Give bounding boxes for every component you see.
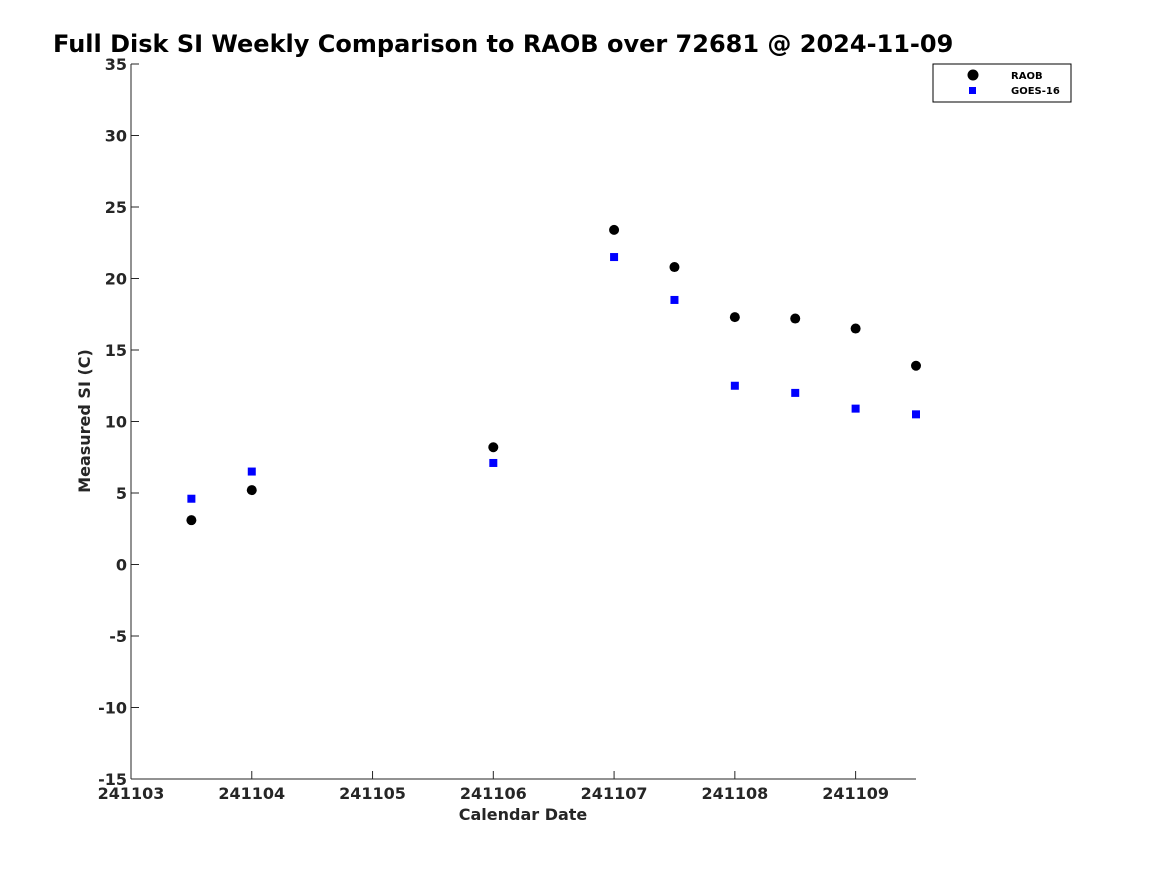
data-point-goes16 [610, 253, 619, 262]
data-point-raob [186, 515, 197, 526]
chart-title: Full Disk SI Weekly Comparison to RAOB o… [53, 30, 953, 58]
legend-label-goes16: GOES-16 [1011, 86, 1060, 97]
x-tick-label: 241108 [701, 784, 768, 803]
x-axis-ticks: 241103 241104 241105 241106 241107 241108 2411… [98, 771, 889, 803]
x-tick-label: 241104 [218, 784, 285, 803]
y-tick-label: 10 [105, 413, 127, 432]
x-tick-label: 241107 [581, 784, 648, 803]
y-tick-label: 5 [116, 484, 127, 503]
data-point-goes16 [187, 494, 196, 503]
data-point-raob [669, 262, 680, 273]
data-point-goes16 [912, 410, 920, 419]
y-tick-label: -5 [109, 627, 127, 646]
x-axis-label: Calendar Date [459, 805, 588, 824]
x-tick-label: 241106 [460, 784, 527, 803]
y-axis-label: Measured SI (C) [75, 349, 94, 493]
data-point-raob [488, 442, 499, 453]
y-tick-label: 20 [105, 270, 127, 289]
y-axis-ticks: 35 30 25 20 15 10 5 0 -5 -10 -15 [98, 55, 139, 789]
data-point-raob [850, 323, 861, 334]
y-tick-label: -15 [98, 770, 127, 789]
y-tick-label: 25 [105, 198, 127, 217]
data-point-raob [729, 312, 740, 323]
data-point-raob [246, 485, 257, 496]
data-point-goes16 [730, 381, 739, 390]
y-tick-label: 15 [105, 341, 127, 360]
y-tick-label: 35 [105, 55, 127, 74]
y-tick-label: -10 [98, 699, 127, 718]
legend-label-raob: RAOB [1011, 71, 1043, 82]
plot-area [131, 64, 916, 779]
data-point-raob [790, 313, 801, 324]
x-tick-label: 241105 [339, 784, 406, 803]
legend: RAOB GOES-16 [932, 63, 1072, 103]
data-point-goes16 [247, 467, 256, 476]
y-tick-label: 0 [116, 556, 127, 575]
x-tick-label: 241109 [822, 784, 889, 803]
data-point-goes16 [670, 295, 679, 304]
data-markers [186, 224, 921, 526]
data-point-goes16 [489, 458, 498, 467]
data-point-goes16 [851, 404, 860, 413]
legend-marker-goes16 [969, 87, 976, 94]
data-point-raob [911, 360, 921, 371]
legend-marker-raob [967, 69, 979, 81]
data-point-goes16 [791, 388, 800, 397]
y-tick-label: 30 [105, 127, 127, 146]
legend-box [932, 63, 1072, 103]
x-tick-label: 241103 [98, 784, 165, 803]
data-point-raob [609, 224, 620, 235]
